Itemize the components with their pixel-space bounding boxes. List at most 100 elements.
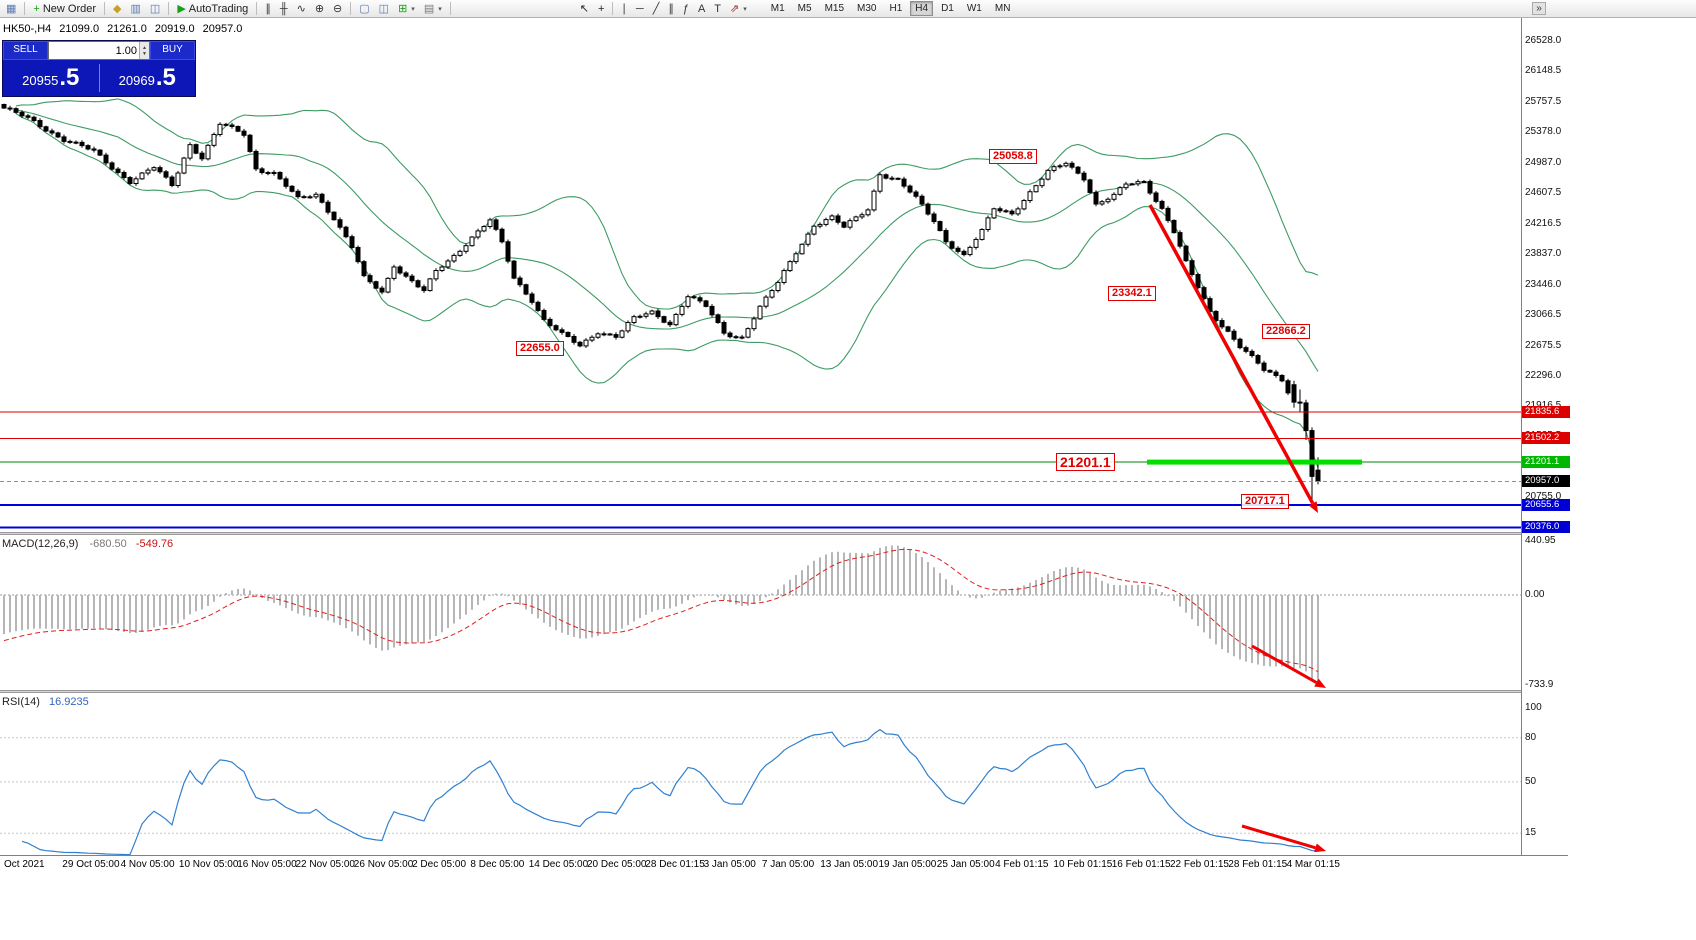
timeframe-M30[interactable]: M30 (857, 3, 877, 14)
price-tag-20957.0: 20957.0 (1522, 475, 1570, 488)
arrows-icon[interactable]: ⇗ ▾ (726, 1, 751, 17)
buy-price-frac: .5 (155, 64, 176, 91)
new-chart-icon-dropdown-icon[interactable]: ▾ (411, 5, 415, 13)
crosshair-icon[interactable]: + (594, 1, 608, 17)
spinner-up-icon[interactable]: ▲ (142, 44, 147, 51)
profiles-icon[interactable]: ◆ (109, 1, 125, 17)
timeframe-M1[interactable]: M1 (770, 3, 785, 14)
zoom-in-icon[interactable]: ⊕ (311, 1, 328, 17)
panel-separator[interactable] (0, 690, 1568, 693)
macd-main-value: -680.50 (89, 538, 127, 550)
new-order-button[interactable]: + New Order (29, 1, 100, 17)
cursor-icon[interactable]: ↖ (576, 1, 593, 17)
sell-button[interactable]: SELL (3, 41, 48, 60)
macd-trend-arrow[interactable] (1251, 644, 1326, 688)
sell-price[interactable]: 20955.5 (3, 64, 99, 92)
lot-size-input[interactable] (49, 43, 140, 58)
zoom-out-icon[interactable]: ⊖ (329, 1, 346, 17)
text-icon: A (697, 2, 706, 15)
vertical-line-icon: ∣ (621, 2, 627, 15)
time-axis-label: 13 Jan 05:00 (820, 859, 879, 870)
sell-price-frac: .5 (59, 64, 80, 91)
rsi-value: 16.9235 (48, 696, 89, 708)
price-chart[interactable] (0, 18, 1521, 532)
timeframe-W1[interactable]: W1 (966, 3, 982, 14)
chart-window-icon[interactable]: ▦ (2, 1, 20, 17)
price-axis[interactable]: 440.95 0.00 -733.9 100 80 50 15 26528.0 26148.5 2… (1521, 18, 1599, 855)
rsi-axis-label: 80 (1525, 731, 1537, 743)
arrange-windows-icon[interactable]: ◫ (375, 1, 393, 17)
macd-name: MACD(12,26,9) (2, 538, 79, 550)
price-trend-arrow[interactable] (1148, 204, 1318, 513)
time-axis[interactable]: Oct 2021 29 Oct 05:00 4 Nov 05:00 10 Nov 05… (0, 855, 1568, 872)
macd-chart[interactable] (0, 535, 1521, 690)
buy-button[interactable]: BUY (150, 41, 195, 60)
tile-windows-icon: ▢ (359, 2, 370, 15)
vertical-line-icon[interactable]: ∣ (617, 1, 631, 17)
buy-price[interactable]: 20969.5 (100, 64, 196, 92)
rsi-trend-arrow[interactable] (1241, 824, 1326, 853)
macd-axis-label: 0.00 (1525, 589, 1545, 601)
price-tag-20376.0: 20376.0 (1522, 521, 1570, 534)
toolbar-separator (449, 2, 451, 15)
time-axis-label: 29 Oct 05:00 (62, 859, 120, 870)
text-label-icon[interactable]: T (710, 1, 725, 17)
timeframe-D1[interactable]: D1 (941, 3, 954, 14)
spinner-down-icon[interactable]: ▼ (142, 50, 147, 57)
arrows-icon-dropdown-icon[interactable]: ▾ (743, 5, 747, 13)
time-axis-label: 22 Feb 01:15 (1170, 859, 1229, 870)
price-axis-tick: 25757.5 (1525, 95, 1562, 107)
support-highlight-segment[interactable] (1147, 459, 1362, 465)
time-axis-label: 16 Feb 01:15 (1111, 859, 1171, 870)
timeframe-H4[interactable]: H4 (910, 1, 934, 16)
line-chart-icon[interactable]: ∿ (293, 1, 310, 17)
price-axis-tick: 22675.5 (1525, 339, 1562, 351)
templates-icon-dropdown-icon[interactable]: ▾ (438, 5, 442, 13)
chart-window-icon: ▦ (6, 2, 17, 15)
data-window-icon[interactable]: ◫ (146, 1, 164, 17)
timeframe-M5[interactable]: M5 (797, 3, 812, 14)
price-label-20717.1[interactable]: 20717.1 (1241, 494, 1289, 509)
market-watch-icon[interactable]: ▥ (127, 1, 145, 17)
price-label-21201.1[interactable]: 21201.1 (1056, 453, 1115, 471)
horizontal-line-icon[interactable]: ─ (632, 1, 648, 17)
autotrading-button[interactable]: ▶ AutoTrading (173, 1, 252, 17)
candlestick-chart-icon[interactable]: ╫ (276, 1, 292, 17)
trendline-icon[interactable]: ╱ (649, 1, 664, 17)
bar-chart-icon[interactable]: ∥ (261, 1, 275, 17)
fibonacci-icon[interactable]: ƒ (679, 1, 693, 17)
candlesticks (1, 103, 1321, 501)
price-label-25058.8[interactable]: 25058.8 (989, 149, 1037, 164)
timeframe-M15[interactable]: M15 (824, 3, 845, 14)
price-label-22655.0[interactable]: 22655.0 (516, 341, 564, 356)
lot-spinner[interactable]: ▲ ▼ (139, 42, 149, 59)
channel-icon[interactable]: ∥ (664, 1, 678, 17)
price-axis-tick: 26528.0 (1525, 35, 1562, 46)
price-tag-21502.2: 21502.2 (1522, 432, 1570, 445)
timeframe-H1[interactable]: H1 (889, 3, 903, 14)
time-axis-label: 2 Dec 05:00 (412, 859, 467, 870)
time-axis-label: 4 Nov 05:00 (120, 859, 175, 870)
ohlc-open: 21099.0 (59, 23, 100, 35)
symbol-period: HK50-,H4 (3, 23, 52, 35)
templates-icon[interactable]: ▤ ▾ (420, 1, 446, 17)
toolbar-separator (104, 2, 106, 15)
panel-separator[interactable] (0, 532, 1568, 535)
new-order-button: + (33, 2, 40, 15)
new-chart-icon[interactable]: ⊞ ▾ (394, 1, 419, 17)
time-axis-label: 28 Dec 01:15 (645, 859, 705, 870)
time-axis-label: 16 Nov 05:00 (237, 859, 297, 870)
macd-axis-label: -733.9 (1525, 679, 1554, 690)
rsi-chart[interactable] (0, 693, 1521, 855)
price-label-22866.2[interactable]: 22866.2 (1262, 324, 1310, 339)
price-divider (98, 64, 100, 92)
toolbar-overflow-button[interactable]: » (1532, 2, 1546, 15)
tile-windows-icon[interactable]: ▢ (355, 1, 373, 17)
new-order-button-label: New Order (42, 2, 97, 15)
text-icon[interactable]: A (694, 1, 709, 17)
price-label-23342.1[interactable]: 23342.1 (1108, 286, 1156, 301)
crosshair-icon: + (597, 2, 605, 15)
timeframe-MN[interactable]: MN (994, 3, 1011, 14)
time-axis-label: 22 Nov 05:00 (295, 859, 356, 870)
